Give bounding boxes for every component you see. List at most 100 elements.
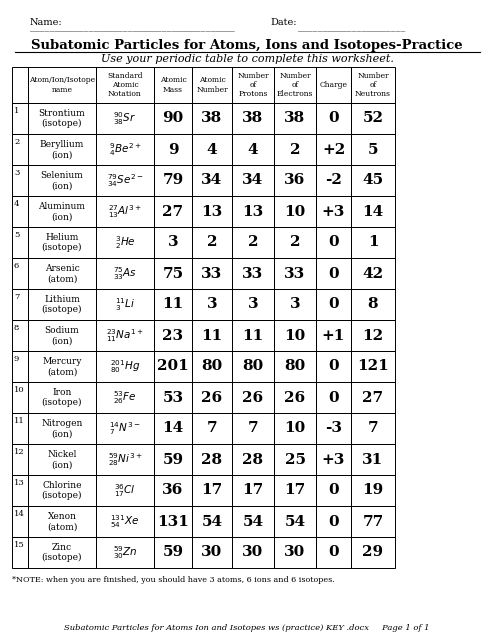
Text: Standard
Atomic
Notation: Standard Atomic Notation: [107, 72, 143, 98]
Bar: [96, 506, 154, 537]
Bar: [351, 196, 395, 227]
Bar: [154, 67, 192, 103]
Text: Mercury
(atom): Mercury (atom): [42, 357, 82, 376]
Bar: [12, 165, 28, 196]
Text: Zinc
(isotope): Zinc (isotope): [42, 543, 82, 563]
Text: 5: 5: [368, 143, 378, 157]
Bar: [12, 320, 28, 351]
Text: Lithium
(isotope): Lithium (isotope): [42, 295, 82, 314]
Bar: [351, 444, 395, 475]
Text: 121: 121: [357, 360, 389, 374]
Bar: [351, 289, 395, 320]
Bar: [96, 537, 154, 568]
Text: 17: 17: [284, 483, 305, 497]
Bar: [274, 506, 316, 537]
Text: 33: 33: [284, 266, 305, 280]
Text: 0: 0: [328, 266, 339, 280]
Text: $^{23}_{11}Na^{1+}$: $^{23}_{11}Na^{1+}$: [106, 327, 144, 344]
Text: 29: 29: [362, 545, 384, 559]
Bar: [232, 382, 274, 413]
Bar: [192, 227, 232, 258]
Text: 2: 2: [290, 236, 300, 250]
Bar: [192, 413, 232, 444]
Text: $^{59}_{30}Zn$: $^{59}_{30}Zn$: [113, 544, 137, 561]
Text: Helium
(isotope): Helium (isotope): [42, 233, 82, 252]
Bar: [154, 506, 192, 537]
Bar: [28, 67, 96, 103]
Text: Xenon
(atom): Xenon (atom): [47, 512, 77, 531]
Bar: [12, 258, 28, 289]
Bar: [351, 320, 395, 351]
Bar: [12, 475, 28, 506]
Bar: [12, 413, 28, 444]
Bar: [316, 537, 351, 568]
Bar: [154, 289, 192, 320]
Text: 28: 28: [201, 452, 223, 467]
Bar: [192, 351, 232, 382]
Bar: [96, 413, 154, 444]
Bar: [274, 444, 316, 475]
Bar: [12, 227, 28, 258]
Text: 23: 23: [162, 328, 184, 342]
Text: 80: 80: [201, 360, 223, 374]
Text: Atomic
Mass: Atomic Mass: [159, 76, 187, 93]
Text: 38: 38: [243, 111, 264, 125]
Text: $^{27}_{13}Al^{3+}$: $^{27}_{13}Al^{3+}$: [108, 203, 142, 220]
Bar: [351, 103, 395, 134]
Bar: [28, 289, 96, 320]
Text: 4: 4: [248, 143, 258, 157]
Text: 4: 4: [14, 200, 19, 208]
Bar: [154, 444, 192, 475]
Text: 2: 2: [207, 236, 217, 250]
Bar: [274, 320, 316, 351]
Text: 8: 8: [14, 324, 19, 332]
Bar: [274, 382, 316, 413]
Text: 6: 6: [14, 262, 19, 270]
Text: Subatomic Particles for Atoms, Ions and Isotopes-Practice: Subatomic Particles for Atoms, Ions and …: [31, 38, 463, 51]
Bar: [274, 258, 316, 289]
Text: 45: 45: [362, 173, 384, 188]
Text: 11: 11: [14, 417, 25, 425]
Text: 0: 0: [328, 236, 339, 250]
Text: Beryllium
(ion): Beryllium (ion): [40, 140, 84, 159]
Bar: [316, 413, 351, 444]
Bar: [274, 537, 316, 568]
Text: Use your periodic table to complete this worksheet.: Use your periodic table to complete this…: [100, 54, 394, 64]
Text: 4: 4: [207, 143, 217, 157]
Text: $^{9}_{4}Be^{2+}$: $^{9}_{4}Be^{2+}$: [109, 141, 141, 158]
Text: 54: 54: [285, 515, 305, 529]
Text: 42: 42: [362, 266, 384, 280]
Bar: [316, 351, 351, 382]
Text: 30: 30: [201, 545, 223, 559]
Bar: [274, 103, 316, 134]
Text: Number
of
Electrons: Number of Electrons: [277, 72, 313, 98]
Bar: [28, 227, 96, 258]
Text: 75: 75: [162, 266, 184, 280]
Text: 0: 0: [328, 111, 339, 125]
Text: 0: 0: [328, 360, 339, 374]
Text: $^{36}_{17}Cl$: $^{36}_{17}Cl$: [114, 482, 136, 499]
Bar: [154, 382, 192, 413]
Bar: [96, 103, 154, 134]
Text: 53: 53: [162, 390, 184, 404]
Text: Nitrogen
(ion): Nitrogen (ion): [41, 419, 83, 438]
Bar: [274, 351, 316, 382]
Text: 131: 131: [157, 515, 189, 529]
Bar: [192, 103, 232, 134]
Bar: [96, 475, 154, 506]
Bar: [351, 506, 395, 537]
Bar: [351, 258, 395, 289]
Text: 0: 0: [328, 515, 339, 529]
Text: -2: -2: [325, 173, 342, 188]
Bar: [28, 475, 96, 506]
Bar: [274, 413, 316, 444]
Text: 77: 77: [362, 515, 384, 529]
Text: 11: 11: [243, 328, 264, 342]
Text: 38: 38: [201, 111, 223, 125]
Text: 59: 59: [162, 452, 184, 467]
Text: 26: 26: [243, 390, 263, 404]
Bar: [12, 134, 28, 165]
Bar: [12, 444, 28, 475]
Text: $^{79}_{34}Se^{2-}$: $^{79}_{34}Se^{2-}$: [107, 172, 143, 189]
Text: +1: +1: [322, 328, 345, 342]
